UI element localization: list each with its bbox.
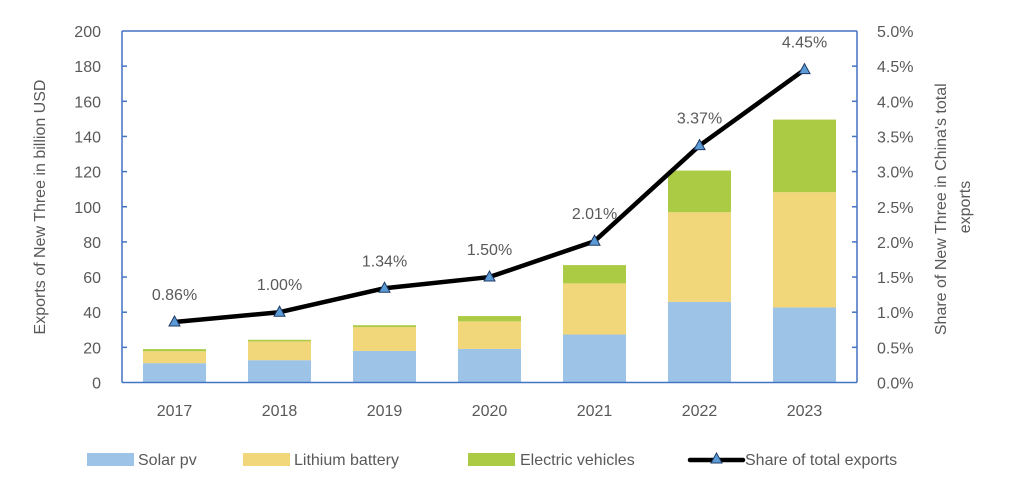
y-tick-label: 60 bbox=[83, 270, 101, 287]
y-tick-label: 180 bbox=[74, 59, 101, 76]
y2-tick-label: 0.5% bbox=[877, 340, 913, 357]
bar-solar-pv-2018 bbox=[248, 360, 311, 383]
y2-tick-label: 3.5% bbox=[877, 129, 913, 146]
bar-solar-pv-2019 bbox=[353, 350, 416, 383]
y2-axis-title-line-2: exports bbox=[957, 181, 974, 233]
y-tick-label: 120 bbox=[74, 165, 101, 182]
legend-label-share: Share of total exports bbox=[745, 452, 897, 469]
legend: Solar pv Lithium battery Electric vehicl… bbox=[87, 451, 897, 469]
y2-tick-label: 2.5% bbox=[877, 200, 913, 217]
y-tick-label: 80 bbox=[83, 235, 101, 252]
y2-axis-title-line-1: Share of New Three in China's total bbox=[933, 83, 950, 335]
legend-label-lithium-battery: Lithium battery bbox=[294, 452, 399, 469]
legend-label-electric-vehicles: Electric vehicles bbox=[520, 452, 635, 469]
bar-solar-pv-2021 bbox=[563, 334, 626, 383]
labels-layer: 0 20 40 60 80 100 120 140 160 180 200 0.0% 0.5% 1.0% 1… bbox=[74, 24, 913, 420]
x-tick-label: 2023 bbox=[787, 403, 823, 420]
y2-tick-label: 1.5% bbox=[877, 270, 913, 287]
bar-electric-vehicles-2018 bbox=[248, 339, 311, 342]
marker-2021 bbox=[588, 234, 601, 246]
legend-item-solar-pv: Solar pv bbox=[87, 452, 197, 469]
legend-marker-triangle-icon bbox=[710, 451, 723, 464]
bar-lithium-battery-2020 bbox=[458, 321, 521, 349]
marker-2019 bbox=[378, 281, 391, 293]
line-layer bbox=[168, 62, 811, 327]
bar-electric-vehicles-2020 bbox=[458, 316, 521, 322]
y2-tick-label: 2.0% bbox=[877, 235, 913, 252]
bar-electric-vehicles-2017 bbox=[143, 349, 206, 352]
x-tick-label: 2017 bbox=[157, 403, 193, 420]
data-label-2020: 1.50% bbox=[467, 242, 512, 259]
y2-axis-title: Share of New Three in China's total expo… bbox=[933, 79, 974, 335]
legend-swatch-lithium-battery bbox=[243, 453, 290, 466]
data-label-2022: 3.37% bbox=[677, 111, 722, 128]
marker-2022 bbox=[693, 138, 706, 151]
y-axis-title: Exports of New Three in billion USD bbox=[32, 80, 49, 335]
data-label-2021: 2.01% bbox=[572, 206, 617, 223]
x-tick-label: 2019 bbox=[367, 403, 403, 420]
y2-tick-label: 4.5% bbox=[877, 59, 913, 76]
data-label-2023: 4.45% bbox=[782, 35, 827, 52]
bars-layer bbox=[143, 119, 836, 383]
y2-tick-label: 5.0% bbox=[877, 24, 913, 41]
bar-electric-vehicles-2019 bbox=[353, 325, 416, 328]
bar-lithium-battery-2023 bbox=[773, 192, 836, 308]
bar-electric-vehicles-2021 bbox=[563, 265, 626, 284]
legend-item-share: Share of total exports bbox=[687, 451, 897, 469]
legend-item-electric-vehicles: Electric vehicles bbox=[468, 452, 635, 469]
marker-2017 bbox=[168, 315, 181, 327]
legend-label-solar-pv: Solar pv bbox=[138, 452, 197, 469]
y-tick-label: 200 bbox=[74, 24, 101, 41]
x-tick-label: 2021 bbox=[577, 403, 613, 420]
bar-solar-pv-2017 bbox=[143, 363, 206, 383]
y-tick-label: 20 bbox=[83, 340, 101, 357]
x-tick-label: 2020 bbox=[472, 403, 508, 420]
y-tick-label: 0 bbox=[92, 376, 101, 393]
y-tick-label: 140 bbox=[74, 129, 101, 146]
data-label-2017: 0.86% bbox=[152, 287, 197, 304]
bar-lithium-battery-2019 bbox=[353, 327, 416, 351]
marker-2023 bbox=[798, 62, 811, 75]
bar-solar-pv-2022 bbox=[668, 301, 731, 383]
bar-lithium-battery-2021 bbox=[563, 283, 626, 335]
legend-item-lithium-battery: Lithium battery bbox=[243, 452, 399, 469]
marker-2018 bbox=[273, 305, 286, 317]
y2-tick-label: 0.0% bbox=[877, 376, 913, 393]
bar-lithium-battery-2018 bbox=[248, 341, 311, 361]
bar-electric-vehicles-2023 bbox=[773, 119, 836, 193]
data-label-2018: 1.00% bbox=[257, 277, 302, 294]
legend-swatch-electric-vehicles bbox=[468, 453, 515, 466]
bar-lithium-battery-2022 bbox=[668, 212, 731, 302]
data-label-2019: 1.34% bbox=[362, 253, 407, 270]
y2-tick-label: 4.0% bbox=[877, 94, 913, 111]
y-tick-label: 40 bbox=[83, 305, 101, 322]
bar-solar-pv-2023 bbox=[773, 307, 836, 383]
y2-tick-label: 1.0% bbox=[877, 305, 913, 322]
bar-electric-vehicles-2022 bbox=[668, 170, 731, 213]
y2-tick-label: 3.0% bbox=[877, 165, 913, 182]
legend-swatch-solar-pv bbox=[87, 453, 134, 466]
bar-solar-pv-2020 bbox=[458, 348, 521, 383]
x-tick-label: 2018 bbox=[262, 403, 298, 420]
x-tick-label: 2022 bbox=[682, 403, 718, 420]
y-tick-label: 160 bbox=[74, 94, 101, 111]
bar-lithium-battery-2017 bbox=[143, 351, 206, 364]
axes-layer bbox=[121, 30, 858, 384]
marker-2020 bbox=[483, 270, 496, 282]
y-tick-label: 100 bbox=[74, 200, 101, 217]
